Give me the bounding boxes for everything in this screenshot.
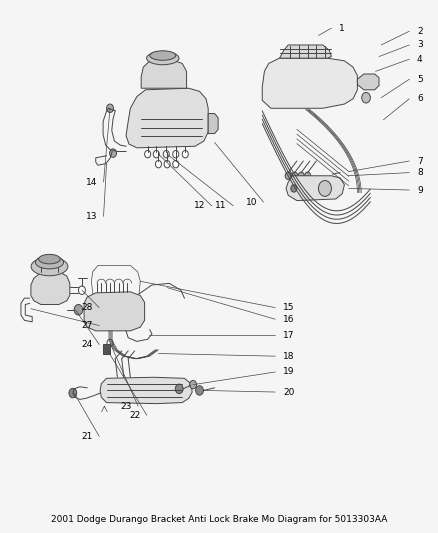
Text: 3: 3 xyxy=(417,41,423,50)
Text: 7: 7 xyxy=(417,157,423,166)
Circle shape xyxy=(164,160,170,168)
Text: 19: 19 xyxy=(283,367,294,376)
Text: 5: 5 xyxy=(417,75,423,84)
Polygon shape xyxy=(84,292,145,331)
Circle shape xyxy=(106,104,113,112)
Text: 2: 2 xyxy=(417,27,423,36)
Text: 16: 16 xyxy=(283,315,294,324)
Circle shape xyxy=(182,150,188,158)
Text: 9: 9 xyxy=(417,185,423,195)
Circle shape xyxy=(304,172,311,180)
Polygon shape xyxy=(31,272,70,304)
Polygon shape xyxy=(286,176,344,200)
Ellipse shape xyxy=(35,256,64,269)
Text: 15: 15 xyxy=(283,303,294,312)
Circle shape xyxy=(74,304,83,315)
Ellipse shape xyxy=(150,51,176,60)
Circle shape xyxy=(292,172,298,180)
Circle shape xyxy=(173,160,179,168)
Circle shape xyxy=(163,150,169,158)
Polygon shape xyxy=(100,377,192,403)
Text: 14: 14 xyxy=(86,177,97,187)
Ellipse shape xyxy=(31,257,68,276)
Polygon shape xyxy=(357,74,379,90)
Text: 1: 1 xyxy=(339,23,345,33)
Circle shape xyxy=(110,149,117,157)
Text: 27: 27 xyxy=(81,321,93,330)
Bar xyxy=(103,344,110,353)
Circle shape xyxy=(145,150,151,158)
Text: 6: 6 xyxy=(417,94,423,103)
Text: 18: 18 xyxy=(283,352,294,361)
Text: 4: 4 xyxy=(417,55,423,64)
Text: 13: 13 xyxy=(85,212,97,221)
Circle shape xyxy=(298,172,304,180)
Circle shape xyxy=(318,181,332,196)
Text: 24: 24 xyxy=(81,340,93,349)
Polygon shape xyxy=(126,88,208,148)
Circle shape xyxy=(362,92,371,103)
Polygon shape xyxy=(208,114,218,134)
Circle shape xyxy=(175,384,183,393)
Circle shape xyxy=(69,389,77,398)
Text: 12: 12 xyxy=(194,201,205,211)
Text: 2001 Dodge Durango Bracket Anti Lock Brake Mo Diagram for 5013303AA: 2001 Dodge Durango Bracket Anti Lock Bra… xyxy=(51,515,387,524)
Circle shape xyxy=(196,386,203,395)
Text: 22: 22 xyxy=(129,411,140,420)
Circle shape xyxy=(78,286,85,294)
Circle shape xyxy=(190,381,197,389)
Circle shape xyxy=(291,185,297,192)
Text: 11: 11 xyxy=(215,201,227,211)
Polygon shape xyxy=(262,58,357,108)
Text: 21: 21 xyxy=(81,432,93,441)
Text: 10: 10 xyxy=(246,198,257,207)
Text: 28: 28 xyxy=(81,303,93,312)
Text: 20: 20 xyxy=(283,387,294,397)
Circle shape xyxy=(107,340,113,346)
Polygon shape xyxy=(141,60,187,88)
Ellipse shape xyxy=(147,52,179,64)
Text: 17: 17 xyxy=(283,330,294,340)
Circle shape xyxy=(285,172,291,180)
Text: 8: 8 xyxy=(417,168,423,177)
Polygon shape xyxy=(279,45,332,58)
Text: 23: 23 xyxy=(120,402,132,411)
Ellipse shape xyxy=(39,254,60,264)
Circle shape xyxy=(153,150,159,158)
Circle shape xyxy=(173,150,179,158)
Circle shape xyxy=(155,160,162,168)
